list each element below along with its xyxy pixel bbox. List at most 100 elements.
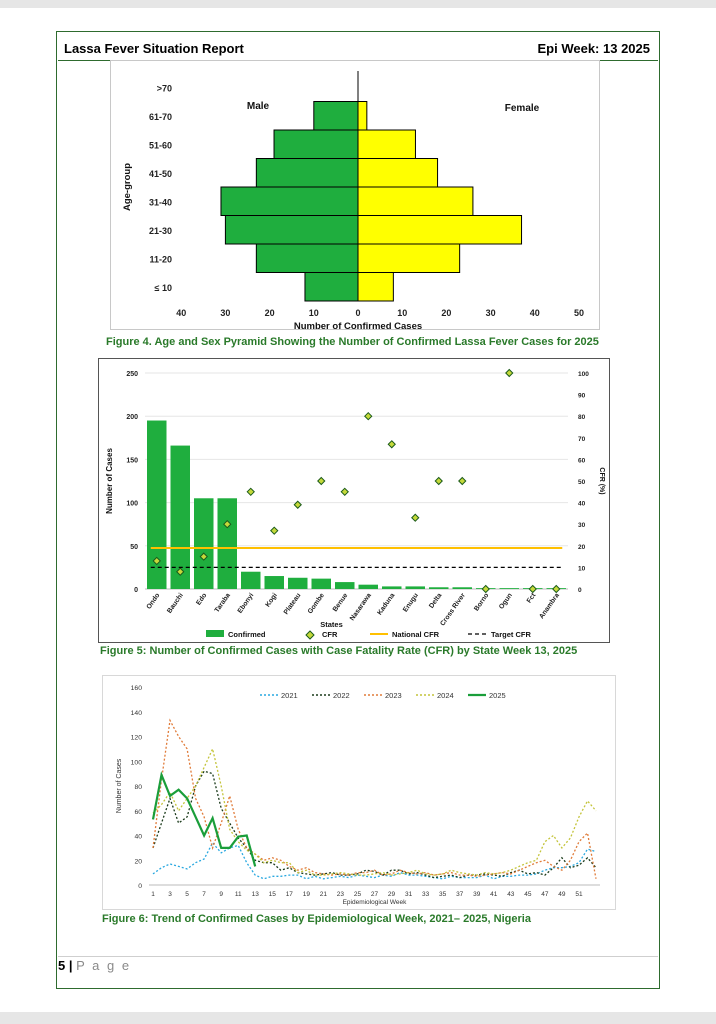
y2-tick-label: 60 [578,457,586,464]
figure5-caption: Figure 5: Number of Confirmed Cases with… [100,645,578,657]
y-axis-title: Number of Cases [105,448,114,514]
cfr-point [293,500,302,509]
y2-tick-label: 80 [578,414,586,421]
y2-tick-label: 70 [578,436,586,443]
x-tick-label: 30 [486,308,496,318]
female-label: Female [505,103,540,114]
x-tick-label: 17 [286,891,294,898]
female-bar [357,101,368,131]
y-tick-label: 100 [126,501,138,508]
x-tick-label: 41 [490,891,498,898]
y-tick-label: 40 [134,834,142,841]
confirmed-bar [382,586,402,589]
y-tick-label: 140 [131,710,143,717]
x-tick-label: 33 [422,891,430,898]
legend-target-label: Target CFR [491,630,531,639]
series-line-2023 [152,718,597,879]
legend-confirmed-label: Confirmed [228,630,266,639]
series-line-2021 [152,841,597,880]
age-group-label: 11-20 [149,254,172,264]
x-tick-label: 10 [309,308,319,318]
report-title: Lassa Fever Situation Report [64,41,244,56]
x-tick-label: 30 [220,308,230,318]
y2-tick-label: 20 [578,544,586,551]
legend-label-2021: 2021 [281,691,298,700]
y-tick-label: 60 [134,809,142,816]
y-tick-label: 150 [126,457,138,464]
y-tick-label: 0 [134,587,138,594]
confirmed-bar [288,577,308,589]
x-tick-label: 40 [530,308,540,318]
cfr-point [270,526,279,535]
male-label: Male [247,101,270,112]
page-footer: 5 | P a g e [58,958,131,973]
confirmed-bar [405,586,425,589]
x-axis-title: States [320,620,343,629]
y-tick-label: 120 [131,735,143,742]
female-bar [357,272,394,302]
y-tick-label: 50 [130,544,138,551]
cfr-point [223,519,232,529]
x-tick-label: 11 [235,891,242,898]
female-bar [357,158,439,188]
age-group-label: 41-50 [149,169,172,179]
legend-label-2024: 2024 [437,691,454,700]
age-group-label: ≤ 10 [155,283,172,293]
cfr-point [317,476,326,486]
x-tick-label: 21 [320,891,328,898]
cases-cfr-by-state-chart: 0501001502002500102030405060708090100Ond… [98,358,610,643]
confirmed-bar [170,445,190,589]
cfr-point [505,368,514,378]
confirmed-bar [429,587,449,589]
x-tick-label: 7 [202,891,206,898]
legend-label-2023: 2023 [385,691,402,700]
series-line-2025 [151,771,257,867]
y2-tick-label: 40 [578,501,586,508]
x-tick-label: 27 [371,891,379,898]
male-bar [255,158,359,188]
x-tick-label: 49 [558,891,566,898]
x-axis-title: Epidemiological Week [343,899,408,906]
confirmed-bar [147,420,167,589]
y2-tick-label: 0 [578,587,582,594]
cfr-point [152,556,161,566]
confirmed-bar [194,498,214,589]
female-bar [357,186,474,216]
age-group-label: 51-60 [149,140,172,150]
male-bar [313,101,359,131]
female-bar [357,129,416,159]
age-group-label: 21-30 [149,226,172,236]
cfr-point [481,584,490,594]
footer-separator: | [65,958,77,973]
cfr-point [411,513,420,522]
page-border [56,31,660,989]
figure4-caption: Figure 4. Age and Sex Pyramid Showing th… [106,336,599,348]
cfr-point [528,584,537,594]
cfr-point [434,476,443,486]
x-tick-label: 51 [575,891,583,898]
male-bar [304,272,359,302]
confirmed-bar [217,498,237,589]
legend-national-label: National CFR [392,630,440,639]
legend-cfr-label: CFR [322,630,338,639]
cfr-point [340,487,349,497]
y-tick-label: 200 [126,414,138,421]
female-bar [357,215,523,245]
series-line-2022 [152,770,597,879]
male-bar [273,129,359,159]
x-tick-label: 1 [151,891,155,898]
footer-divider [58,956,658,957]
x-tick-label: 37 [456,891,464,898]
x-tick-label: 19 [303,891,311,898]
series-line-2024 [152,746,597,876]
x-tick-label: 20 [265,308,275,318]
cfr-point [199,552,208,561]
x-tick-label: 47 [541,891,549,898]
y-tick-label: 100 [131,759,143,766]
x-tick-label: 13 [252,891,260,898]
age-group-label: >70 [157,83,172,93]
confirmed-bar [335,582,355,589]
page-word: P a g e [76,958,132,973]
cfr-point [458,476,467,486]
legend-cfr-swatch [305,630,315,640]
